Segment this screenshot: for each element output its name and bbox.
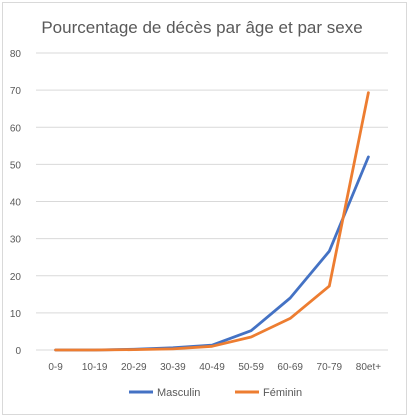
x-tick-label: 50-59 [238,362,264,373]
legend-label: Féminin [263,387,302,399]
y-tick-label: 20 [10,272,22,283]
legend-label: Masculin [157,387,200,399]
chart-title: Pourcentage de décès par âge et par sexe [41,18,362,37]
legend: Masculin Féminin [129,387,302,399]
x-tick-label: 80et+ [356,362,381,373]
y-axis-ticks: 0 10 20 30 40 50 60 70 80 [10,49,22,357]
series-line [54,155,370,352]
y-tick-label: 30 [10,235,22,246]
y-tick-label: 50 [10,160,22,171]
y-tick-label: 40 [10,198,22,209]
y-tick-label: 0 [15,346,21,357]
x-tick-label: 10-19 [82,362,108,373]
x-tick-label: 40-49 [199,362,225,373]
x-axis-ticks: 0-9 10-19 20-29 30-39 40-49 50-59 60-69 70-79 80… [48,362,381,373]
y-tick-label: 80 [10,49,22,60]
x-tick-label: 0-9 [48,362,63,373]
x-tick-label: 70-79 [317,362,343,373]
x-tick-label: 20-29 [121,362,147,373]
x-tick-label: 60-69 [277,362,303,373]
series-line [54,91,370,352]
gridlines [36,52,388,351]
x-tick-label: 30-39 [160,362,186,373]
y-tick-label: 60 [10,123,22,134]
series-lines [54,91,370,352]
y-tick-label: 10 [10,309,22,320]
y-tick-label: 70 [10,86,22,97]
